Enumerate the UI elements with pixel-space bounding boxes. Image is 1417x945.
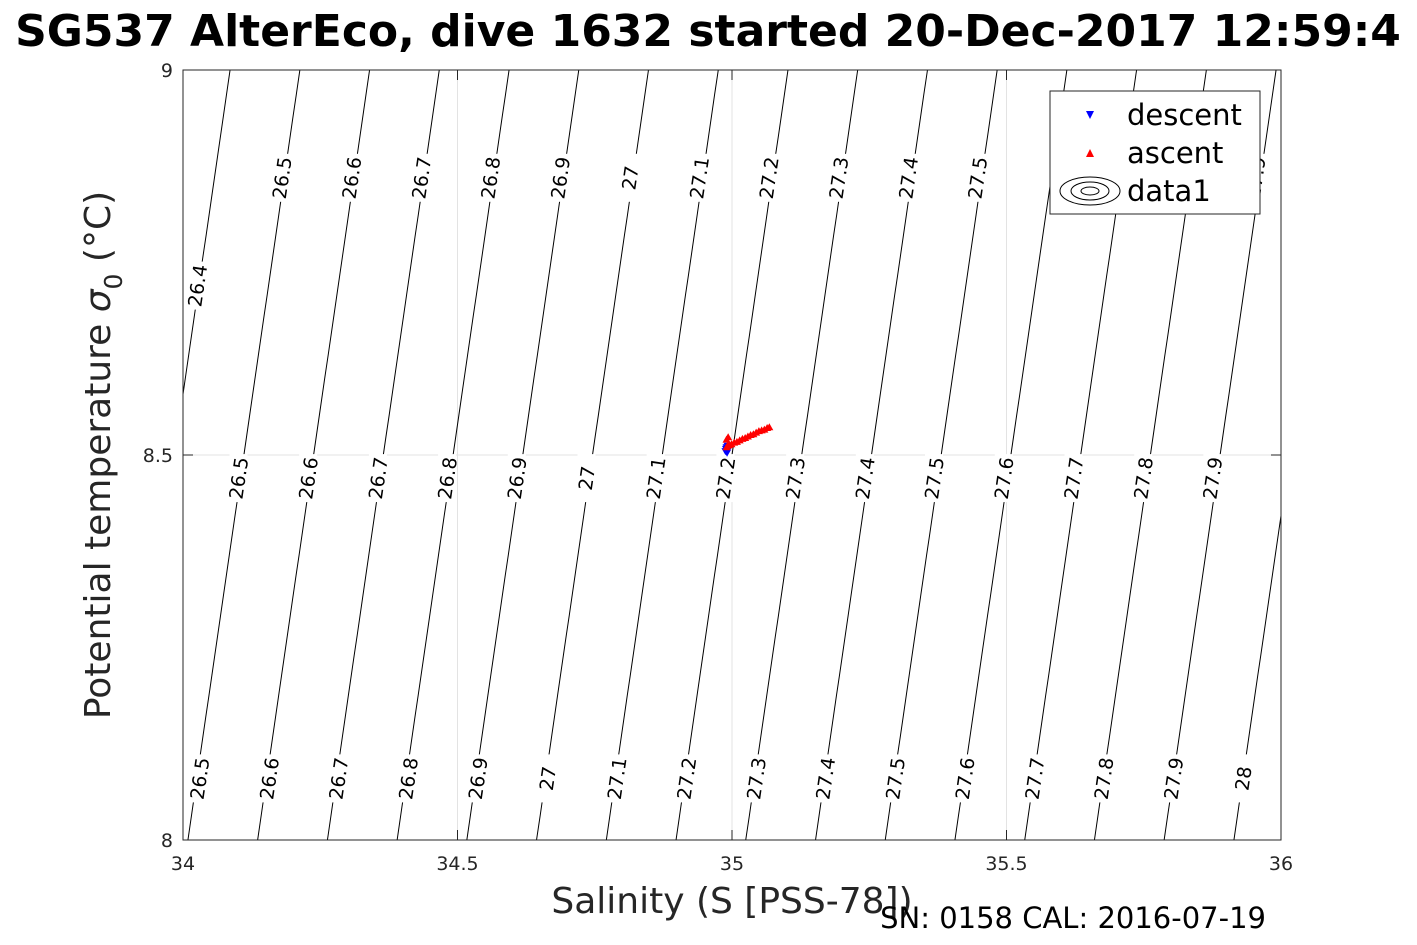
contour-label-gap (412, 153, 431, 202)
contour-label-gap (190, 754, 209, 803)
contour-label-gap (299, 454, 318, 503)
contour-label-gap (690, 153, 709, 202)
y-axis-label-main: Potential temperature (78, 312, 119, 719)
contour-label-gap (786, 454, 805, 503)
y-tick-label: 8 (161, 830, 173, 852)
legend-box (1049, 90, 1261, 215)
x-axis-label: Salinity (S [PSS-78]) (551, 881, 912, 922)
contour-label-gap (747, 754, 766, 803)
contour-label-gap (1025, 754, 1044, 803)
contour-label-gap (1203, 454, 1222, 503)
contour-label-gap (329, 754, 348, 803)
axis-ticks: 34 34.5 35 35.5 36 8 8.5 9 (143, 60, 1293, 875)
y-axis-label: Potential temperature σ0 (°C) (78, 191, 128, 719)
x-tick-label: 34.5 (436, 853, 478, 875)
serial-calibration-footer: SN: 0158 CAL: 2016-07-19 (880, 901, 1266, 935)
contour-label-gap (886, 754, 905, 803)
legend: descent ascent data1 (1049, 90, 1261, 215)
contour-label-gap (1234, 754, 1253, 803)
contour-label-gap (399, 754, 418, 803)
data-points (721, 423, 774, 457)
contour-label-gap (368, 454, 387, 503)
ascent-point (765, 423, 774, 431)
contour-label-gap (1134, 454, 1153, 503)
contour-label: 27 (536, 765, 561, 792)
x-tick-label: 35.5 (985, 853, 1027, 875)
contour-label-gap (507, 454, 526, 503)
contour-label-gap (968, 153, 987, 202)
contour-label-gap (646, 454, 665, 503)
contour-label-gap (538, 754, 557, 803)
legend-ascent-label: ascent (1127, 136, 1223, 170)
x-tick-label: 35 (720, 853, 744, 875)
contour-label-gap (1094, 754, 1113, 803)
contour-label-gap (855, 454, 874, 503)
contour-label-gap (816, 754, 835, 803)
x-tick-label: 36 (1269, 853, 1293, 875)
legend-descent-label: descent (1127, 98, 1242, 132)
contour-label-gap (438, 454, 457, 503)
contour-label-gap (925, 454, 944, 503)
y-axis-label-sigma: σ (78, 288, 119, 312)
legend-contour-icon (1059, 176, 1121, 206)
contour-label-gap (899, 153, 918, 202)
contour-label-gap (468, 754, 487, 803)
contour-label-gap (551, 153, 570, 202)
legend-descent-marker (1086, 111, 1094, 119)
isopycnal-line (183, 70, 231, 398)
isopycnal-line (1233, 512, 1281, 840)
contour-label-gap (677, 754, 696, 803)
contour-label-gap (481, 153, 500, 202)
contour-label-gap (272, 153, 291, 202)
contour-label: 27 (618, 164, 643, 191)
x-tick-label: 34 (171, 853, 195, 875)
contour-label-gap (607, 754, 626, 803)
contour-label-gap (229, 454, 248, 503)
y-axis-label-unit: (°C) (78, 191, 119, 274)
y-tick-label: 8.5 (143, 445, 173, 467)
y-tick-label: 9 (161, 60, 173, 82)
contour-label-gap (759, 153, 778, 202)
legend-data1-label: data1 (1127, 174, 1211, 208)
contour-label-gap (577, 454, 596, 503)
contour-label-gap (260, 754, 279, 803)
ascent-point (724, 433, 733, 441)
y-axis-label-sub: 0 (99, 274, 128, 290)
contour-label: 27 (575, 465, 600, 492)
contour-label-gap (716, 454, 735, 503)
legend-ascent-marker (1086, 149, 1094, 157)
chart-title: SG537 AlterEco, dive 1632 started 20-Dec… (15, 6, 1401, 57)
contour-labels: 26.426.5 26.6 26.7 26.8 26.9 27 27.1 27.2 27.3 27… (184, 153, 1271, 803)
contour-label-gap (829, 153, 848, 202)
contour-label-gap (955, 754, 974, 803)
contour-label-gap (1164, 754, 1183, 803)
contour-label-gap (342, 153, 361, 202)
contour-label-gap (994, 454, 1013, 503)
contour-label: 28 (1231, 765, 1256, 792)
contour-label-gap (620, 153, 639, 202)
contour-label-gap (1064, 454, 1083, 503)
contour-label-gap (188, 261, 207, 310)
